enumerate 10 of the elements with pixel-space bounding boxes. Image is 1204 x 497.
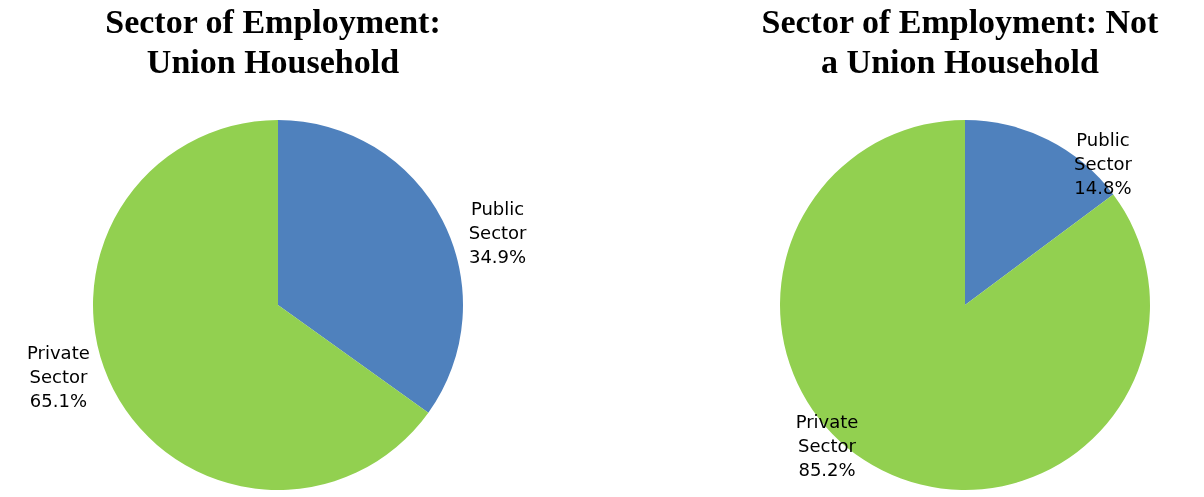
data-label: 85.2% <box>798 458 856 480</box>
pie-slice <box>93 120 429 490</box>
data-label: 65.1% <box>29 389 88 411</box>
chart-title: Sector of Employment: Union Household <box>104 2 442 82</box>
pie-slice <box>278 120 463 413</box>
pie-slice <box>780 120 1150 490</box>
chart-title: Sector of Employment: Not a Union Household <box>760 2 1160 82</box>
slice-label: Public Sector <box>468 198 528 244</box>
slice-label: Private Sector <box>27 341 90 387</box>
data-label: 34.9% <box>468 246 527 268</box>
